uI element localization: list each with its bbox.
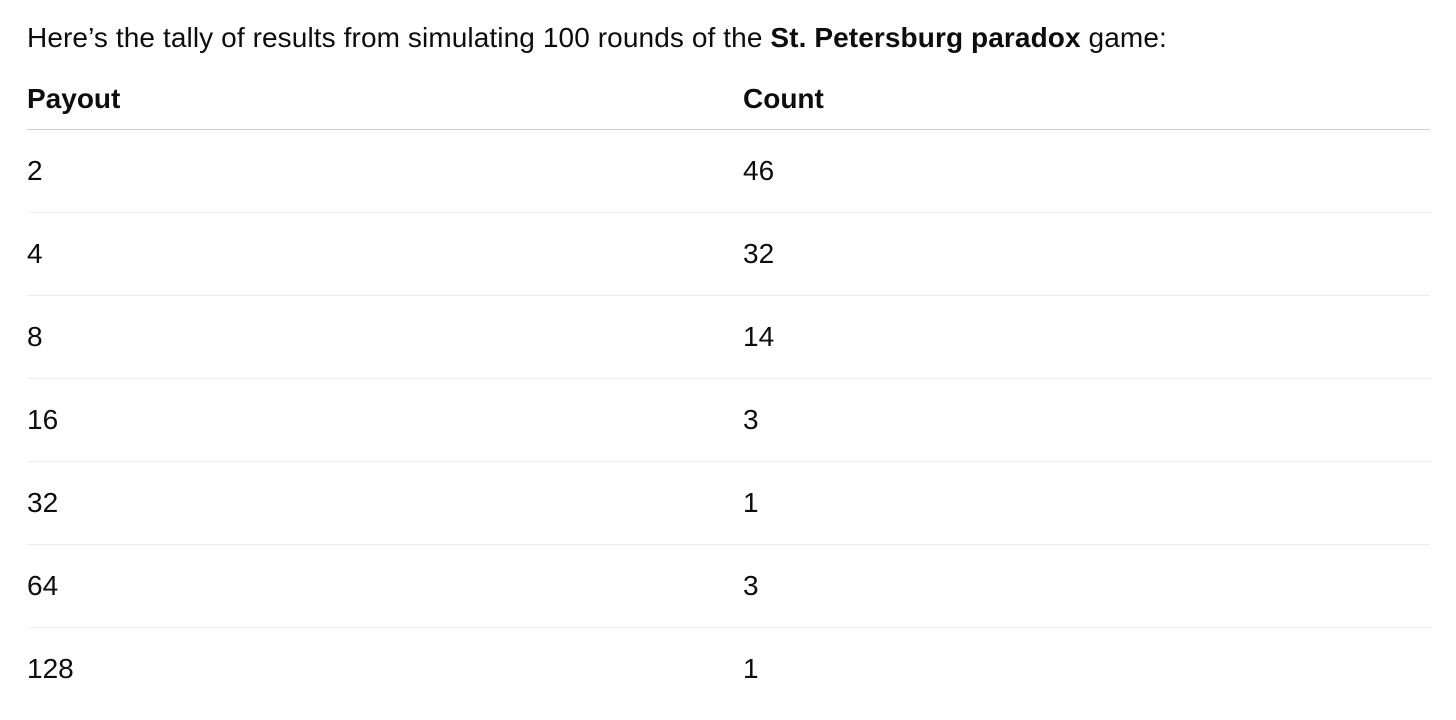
intro-prefix: Here’s the tally of results from simulat… <box>27 22 771 53</box>
payout-cell: 32 <box>27 461 743 545</box>
table-row: 16 3 <box>27 378 1430 462</box>
count-cell: 32 <box>743 212 1430 296</box>
column-header-payout: Payout <box>27 56 743 130</box>
table-row: 2 46 <box>27 129 1430 213</box>
results-table: Payout Count 2 46 4 32 8 14 16 <box>27 56 1430 710</box>
count-cell: 3 <box>743 378 1430 462</box>
count-cell: 1 <box>743 653 759 684</box>
intro-suffix: game: <box>1080 22 1167 53</box>
intro-text: Here’s the tally of results from simulat… <box>27 20 1430 56</box>
payout-cell: 128 <box>27 653 74 684</box>
payout-cell: 2 <box>27 129 743 213</box>
count-cell: 1 <box>743 461 1430 545</box>
table-row: 128 1 <box>27 628 1430 711</box>
payout-cell: 16 <box>27 378 743 462</box>
table-row: 4 32 <box>27 212 1430 296</box>
intro-bold-term: St. Petersburg paradox <box>770 22 1081 53</box>
table-row: 8 14 <box>27 295 1430 379</box>
payout-cell: 4 <box>27 212 743 296</box>
table-row: 64 3 <box>27 544 1430 628</box>
count-cell: 14 <box>743 295 1430 379</box>
count-cell: 46 <box>743 129 1430 213</box>
payout-cell: 8 <box>27 295 743 379</box>
payout-cell: 64 <box>27 544 743 628</box>
table-header-row: Payout Count <box>27 56 1430 130</box>
count-cell: 3 <box>743 544 1430 628</box>
column-header-count: Count <box>743 56 1430 130</box>
table-row: 32 1 <box>27 461 1430 545</box>
